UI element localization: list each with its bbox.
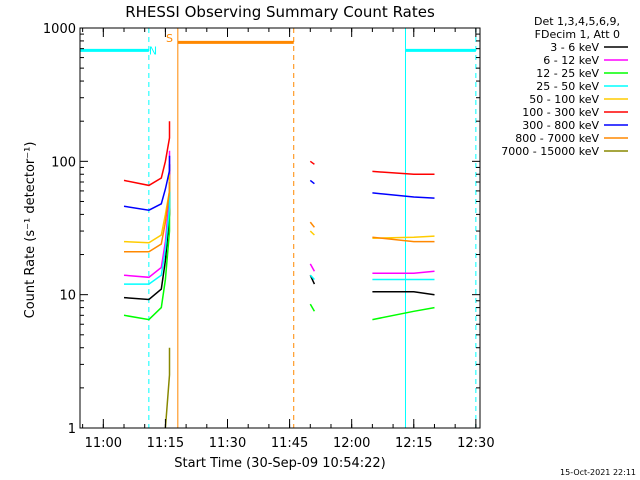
x-tick-label: 12:30 — [457, 436, 494, 451]
x-axis-label: Start Time (30-Sep-09 10:54:22) — [174, 456, 385, 471]
y-tick-label: 100 — [51, 155, 76, 170]
series-line-segment — [372, 306, 435, 321]
series-line-segment — [372, 192, 435, 199]
legend-header: FDecim 1, Att 0 — [535, 28, 620, 41]
legend: Det 1,3,4,5,6,9,FDecim 1, Att 03 - 6 keV… — [501, 15, 628, 158]
series-line-segment — [372, 235, 435, 239]
plot-frame — [79, 27, 481, 429]
legend-entry: 6 - 12 keV — [543, 54, 599, 67]
x-tick-label: 11:15 — [147, 436, 184, 451]
series-line-segment — [309, 221, 315, 228]
plot-area: NS — [79, 28, 477, 429]
series-line-segment — [309, 230, 315, 236]
series-6 — [123, 121, 435, 187]
series-5 — [123, 174, 435, 244]
legend-entry: 50 - 100 keV — [529, 93, 599, 106]
series-line-segment — [309, 179, 315, 185]
x-tick-label: 12:00 — [333, 436, 370, 451]
series-2 — [123, 150, 435, 279]
chart-title: RHESSI Observing Summary Count Rates — [125, 3, 435, 21]
legend-entry: 800 - 7000 keV — [515, 132, 599, 145]
series-9 — [164, 347, 171, 429]
series-line-segment — [309, 303, 316, 312]
legend-entry: 12 - 25 keV — [536, 67, 599, 80]
series-line-segment — [124, 182, 171, 253]
legend-entry: 25 - 50 keV — [536, 80, 599, 93]
series-line-segment — [372, 170, 435, 176]
overlay-label-n: N — [149, 44, 157, 57]
y-tick-label: 1000 — [43, 22, 76, 37]
y-axis: 1 10 100 1000 — [43, 22, 480, 437]
series-8 — [124, 182, 435, 253]
legend-header: Det 1,3,4,5,6,9, — [534, 15, 620, 28]
x-axis: 11:00 11:15 11:30 11:45 12:00 12:15 12:30 — [82, 28, 495, 451]
series-line-segment — [123, 121, 171, 187]
x-tick-label: 12:15 — [395, 436, 432, 451]
y-tick-label: 10 — [59, 289, 76, 304]
legend-entry: 7000 - 15000 keV — [501, 145, 599, 158]
x-tick-label: 11:00 — [85, 436, 122, 451]
series-7 — [123, 155, 435, 211]
series-line-segment — [309, 274, 315, 281]
x-tick-label: 11:45 — [271, 436, 308, 451]
legend-entry: 3 - 6 keV — [550, 41, 599, 54]
series-line-segment — [123, 190, 171, 321]
series-line-segment — [372, 291, 435, 296]
series-3 — [123, 190, 435, 321]
series-line-segment — [124, 182, 171, 285]
series-line-segment — [123, 155, 171, 211]
x-tick-label: 11:30 — [209, 436, 246, 451]
series-line-segment — [309, 160, 315, 165]
series-line-segment — [372, 236, 435, 243]
legend-entry: 300 - 800 keV — [522, 119, 599, 132]
y-axis-label: Count Rate (s⁻¹ detector⁻¹) — [23, 142, 38, 319]
y-tick-label: 1 — [68, 422, 76, 437]
series-line-segment — [164, 347, 171, 429]
series-4 — [124, 182, 435, 285]
overlay-label-s: S — [166, 32, 173, 45]
legend-entry: 100 - 300 keV — [522, 106, 599, 119]
timestamp: 15-Oct-2021 22:11 — [560, 468, 636, 477]
series-line-segment — [372, 270, 435, 274]
series-line-segment — [309, 263, 316, 272]
